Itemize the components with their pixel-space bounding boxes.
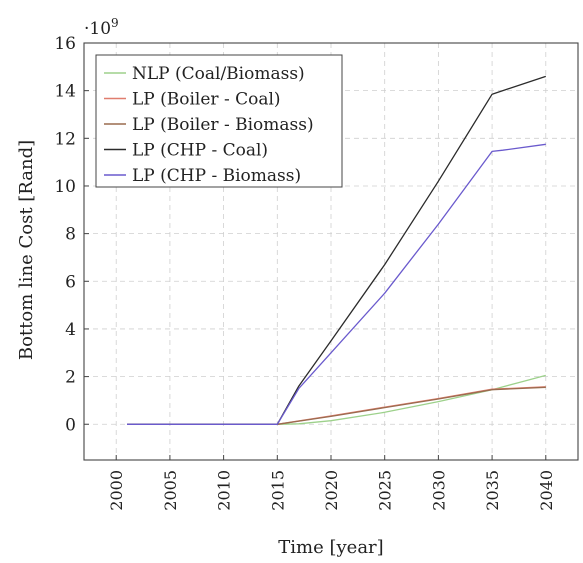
series-line-3 xyxy=(127,386,546,425)
legend-label: LP (Boiler - Coal) xyxy=(132,90,281,110)
legend-label: LP (CHP - Biomass) xyxy=(132,166,301,186)
x-tick-label: 2005 xyxy=(161,470,180,511)
y-tick-label: 6 xyxy=(65,272,76,292)
x-tick-label: 2000 xyxy=(107,470,126,511)
legend: NLP (Coal/Biomass) LP (Boiler - Coal) LP (… xyxy=(95,54,343,188)
series-line-1 xyxy=(127,374,546,425)
y-tick-label: 2 xyxy=(65,368,76,388)
y-axis-label: Bottom line Cost [Rand] xyxy=(16,140,37,360)
y-tick-label: 8 xyxy=(65,225,76,245)
legend-label: LP (Boiler - Biomass) xyxy=(132,115,314,135)
series-lines xyxy=(127,75,547,425)
series-line-5 xyxy=(127,143,546,425)
y-tick-label: 12 xyxy=(54,129,76,149)
x-tick-label: 2010 xyxy=(215,470,234,511)
x-tick-label: 2015 xyxy=(268,470,287,511)
y-tick-label: 4 xyxy=(65,320,76,340)
y-tick-label: 0 xyxy=(65,415,76,435)
x-tick-label: 2025 xyxy=(376,470,395,511)
y-tick-label: 14 xyxy=(54,82,76,102)
legend-box xyxy=(95,54,343,188)
ticks: 0 2 4 6 8 10 12 14 16 2000 2005 2010 2015 2020 2025 203… xyxy=(54,34,555,511)
x-tick-label: 2020 xyxy=(322,470,341,511)
x-tick-label: 2035 xyxy=(483,470,502,511)
y-tick-label: 10 xyxy=(54,177,76,197)
series-line-2 xyxy=(127,386,546,425)
x-axis-label: Time [year] xyxy=(278,537,383,558)
x-tick-label: 2030 xyxy=(429,470,448,511)
legend-label: NLP (Coal/Biomass) xyxy=(132,64,305,84)
y-multiplier-label: ·109 xyxy=(84,16,119,39)
x-tick-label: 2040 xyxy=(537,470,556,511)
legend-label: LP (CHP - Coal) xyxy=(132,141,268,161)
legend-entries: NLP (Coal/Biomass) LP (Boiler - Coal) LP (… xyxy=(104,64,314,186)
y-tick-label: 16 xyxy=(54,34,76,54)
